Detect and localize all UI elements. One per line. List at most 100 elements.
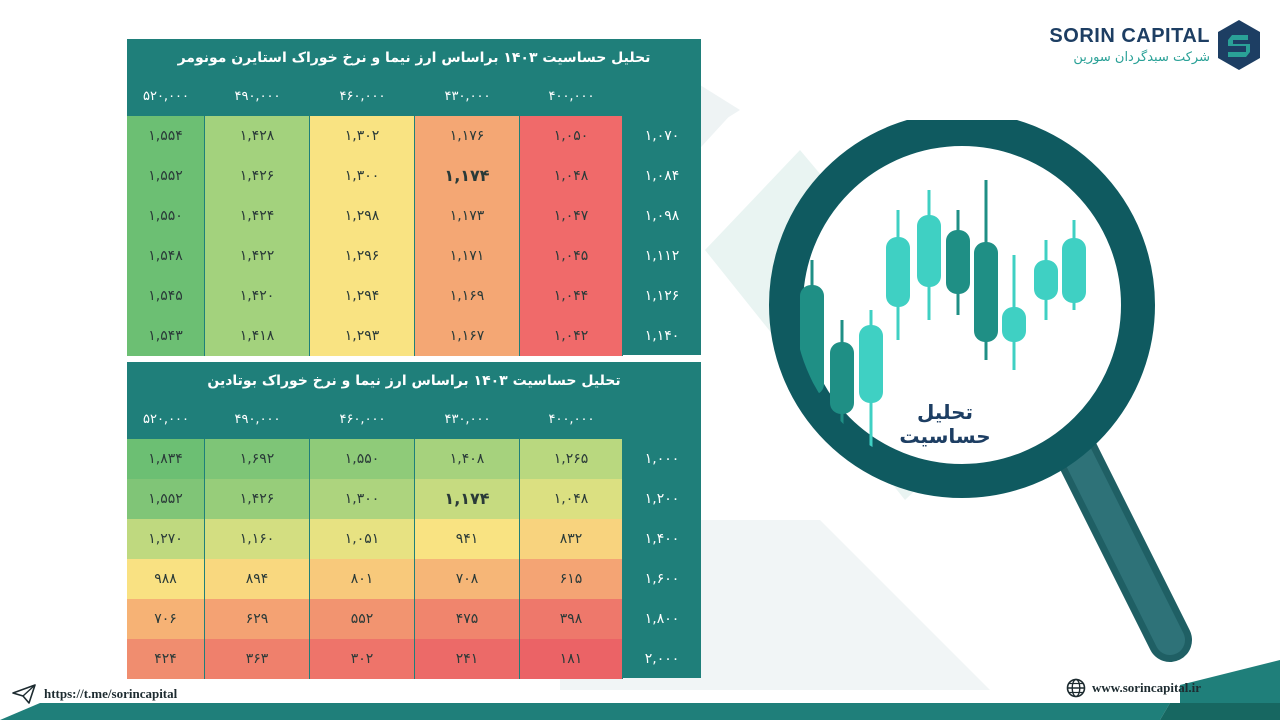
row-label: ۱,۰۰۰ — [623, 439, 701, 478]
table-cell: ۱,۴۱۸ — [205, 316, 310, 356]
row-label: ۲,۰۰۰ — [623, 639, 701, 678]
table-cell: ۱۸۱ — [520, 639, 623, 679]
table-cell: ۱,۱۶۷ — [415, 316, 520, 356]
table-body: ۱,۸۳۴ ۱,۶۹۲ ۱,۵۵۰ ۱,۴۰۸ ۱,۲۶۵ ۱,۰۰۰ ۱,۵۵۲ ۱,۴۲۶… — [127, 438, 701, 679]
table-cell: ۱,۵۵۲ — [127, 156, 205, 196]
table-cell: ۹۴۱ — [415, 519, 520, 559]
table-cell: ۱,۰۴۵ — [520, 236, 623, 276]
magnifier-illustration — [769, 120, 1192, 662]
table-cell: ۶۲۹ — [205, 599, 310, 639]
table-cell: ۷۰۶ — [127, 599, 205, 639]
table-cell: ۴۲۴ — [127, 639, 205, 679]
table-cell: ۱,۳۰۲ — [310, 116, 415, 156]
sensitivity-table-styrene: تحلیل حساسیت ۱۴۰۳ براساس ارز نیما و نرخ … — [127, 39, 701, 356]
logo-mark-icon — [1218, 20, 1260, 70]
column-header: ۴۳۰,۰۰۰ — [444, 411, 491, 427]
telegram-icon — [12, 684, 36, 704]
table-cell: ۱,۲۹۶ — [310, 236, 415, 276]
row-label: ۱,۴۰۰ — [623, 519, 701, 558]
brand-logo: SORIN CAPITAL شرکت سبدگردان سورین — [1049, 18, 1262, 72]
table-cell: ۸۹۴ — [205, 559, 310, 599]
magnifier-label: تحلیل حساسیت — [899, 400, 991, 448]
table-cell: ۱,۰۴۴ — [520, 276, 623, 316]
table-row: ۱,۵۴۳ ۱,۴۱۸ ۱,۲۹۳ ۱,۱۶۷ ۱,۰۴۲ ۱,۱۴۰ — [127, 315, 701, 356]
brand-subtitle: شرکت سبدگردان سورین — [1073, 50, 1210, 65]
brand-name: SORIN CAPITAL — [1049, 25, 1210, 47]
table-row: ۱,۵۵۰ ۱,۴۲۴ ۱,۲۹۸ ۱,۱۷۳ ۱,۰۴۷ ۱,۰۹۸ — [127, 195, 701, 236]
table-cell: ۱,۴۲۴ — [205, 196, 310, 236]
table-row: ۴۲۴ ۳۶۳ ۳۰۲ ۲۴۱ ۱۸۱ ۲,۰۰۰ — [127, 638, 701, 679]
table-header: ۵۲۰,۰۰۰ ۴۹۰,۰۰۰ ۴۶۰,۰۰۰ ۴۳۰,۰۰۰ ۴۰۰,۰۰۰ — [127, 400, 701, 438]
table-row: ۱,۵۵۴ ۱,۴۲۸ ۱,۳۰۲ ۱,۱۷۶ ۱,۰۵۰ ۱,۰۷۰ — [127, 115, 701, 156]
table-cell: ۱,۴۲۶ — [205, 479, 310, 519]
table-cell: ۱,۲۷۰ — [127, 519, 205, 559]
table-cell: ۱,۴۰۸ — [415, 439, 520, 479]
table-cell: ۳۶۳ — [205, 639, 310, 679]
table-cell: ۱,۰۴۸ — [520, 479, 623, 519]
column-header: ۴۹۰,۰۰۰ — [234, 88, 281, 104]
website-link[interactable]: www.sorincapital.ir — [1066, 678, 1201, 698]
table-cell: ۱,۵۵۰ — [310, 439, 415, 479]
table-cell: ۱,۱۷۴ — [415, 156, 520, 196]
table-cell: ۱,۵۵۴ — [127, 116, 205, 156]
table-header: ۵۲۰,۰۰۰ ۴۹۰,۰۰۰ ۴۶۰,۰۰۰ ۴۳۰,۰۰۰ ۴۰۰,۰۰۰ — [127, 77, 701, 115]
row-label: ۱,۶۰۰ — [623, 559, 701, 598]
telegram-link[interactable]: https://t.me/sorincapital — [12, 684, 177, 704]
table-cell: ۱,۰۵۰ — [520, 116, 623, 156]
table-title: تحلیل حساسیت ۱۴۰۳ براساس ارز نیما و نرخ … — [207, 373, 621, 389]
table-row: ۱,۵۵۲ ۱,۴۲۶ ۱,۳۰۰ ۱,۱۷۴ ۱,۰۴۸ ۱,۰۸۴ — [127, 155, 701, 196]
website-url: www.sorincapital.ir — [1092, 680, 1202, 695]
table-cell: ۱,۰۴۸ — [520, 156, 623, 196]
table-cell: ۲۴۱ — [415, 639, 520, 679]
column-header: ۴۰۰,۰۰۰ — [548, 411, 595, 427]
table-cell: ۱,۵۴۳ — [127, 316, 205, 356]
row-label: ۱,۸۰۰ — [623, 599, 701, 638]
globe-icon — [1066, 678, 1086, 698]
column-header: ۵۲۰,۰۰۰ — [142, 88, 190, 104]
table-cell: ۸۰۱ — [310, 559, 415, 599]
table-cell: ۱,۱۷۴ — [415, 479, 520, 519]
telegram-url: https://t.me/sorincapital — [44, 686, 178, 701]
table-cell: ۱,۰۵۱ — [310, 519, 415, 559]
table-cell: ۴۷۵ — [415, 599, 520, 639]
column-header: ۵۲۰,۰۰۰ — [142, 411, 190, 427]
table-cell: ۱,۲۹۳ — [310, 316, 415, 356]
table-title: تحلیل حساسیت ۱۴۰۳ براساس ارز نیما و نرخ … — [177, 50, 651, 66]
column-header: ۴۰۰,۰۰۰ — [548, 88, 595, 104]
table-cell: ۱,۴۲۰ — [205, 276, 310, 316]
table-cell: ۱,۱۷۱ — [415, 236, 520, 276]
table-cell: ۱,۶۹۲ — [205, 439, 310, 479]
table-row: ۹۸۸ ۸۹۴ ۸۰۱ ۷۰۸ ۶۱۵ ۱,۶۰۰ — [127, 558, 701, 599]
table-row: ۱,۵۴۵ ۱,۴۲۰ ۱,۲۹۴ ۱,۱۶۹ ۱,۰۴۴ ۱,۱۲۶ — [127, 275, 701, 316]
table-body: ۱,۵۵۴ ۱,۴۲۸ ۱,۳۰۲ ۱,۱۷۶ ۱,۰۵۰ ۱,۰۷۰ ۱,۵۵۲ ۱,۴۲۶… — [127, 115, 701, 356]
table-cell: ۱,۴۲۲ — [205, 236, 310, 276]
row-label: ۱,۰۸۴ — [623, 156, 701, 195]
column-header: ۴۳۰,۰۰۰ — [444, 88, 491, 104]
table-cell: ۷۰۸ — [415, 559, 520, 599]
table-cell: ۳۰۲ — [310, 639, 415, 679]
table-cell: ۱,۰۴۷ — [520, 196, 623, 236]
table-row: ۱,۵۵۲ ۱,۴۲۶ ۱,۳۰۰ ۱,۱۷۴ ۱,۰۴۸ ۱,۲۰۰ — [127, 478, 701, 519]
table-cell: ۱,۱۶۹ — [415, 276, 520, 316]
table-cell: ۱,۵۵۲ — [127, 479, 205, 519]
table-cell: ۱,۲۶۵ — [520, 439, 623, 479]
table-row: ۷۰۶ ۶۲۹ ۵۵۲ ۴۷۵ ۳۹۸ ۱,۸۰۰ — [127, 598, 701, 639]
column-header: ۴۹۰,۰۰۰ — [234, 411, 281, 427]
column-header: ۴۶۰,۰۰۰ — [339, 88, 386, 104]
row-label: ۱,۰۹۸ — [623, 196, 701, 235]
table-cell: ۱,۰۴۲ — [520, 316, 623, 356]
row-label: ۱,۱۴۰ — [623, 316, 701, 355]
table-cell: ۱,۲۹۸ — [310, 196, 415, 236]
table-cell: ۱,۱۷۶ — [415, 116, 520, 156]
table-cell: ۶۱۵ — [520, 559, 623, 599]
table-cell: ۱,۲۹۴ — [310, 276, 415, 316]
row-label: ۱,۱۱۲ — [623, 236, 701, 275]
table-cell: ۱,۸۳۴ — [127, 439, 205, 479]
table-cell: ۱,۱۷۳ — [415, 196, 520, 236]
bottom-bar — [0, 703, 1280, 720]
table-row: ۱,۵۴۸ ۱,۴۲۲ ۱,۲۹۶ ۱,۱۷۱ ۱,۰۴۵ ۱,۱۱۲ — [127, 235, 701, 276]
table-row: ۱,۲۷۰ ۱,۱۶۰ ۱,۰۵۱ ۹۴۱ ۸۳۲ ۱,۴۰۰ — [127, 518, 701, 559]
table-cell: ۱,۵۴۵ — [127, 276, 205, 316]
table-cell: ۱,۳۰۰ — [310, 479, 415, 519]
table-cell: ۱,۵۴۸ — [127, 236, 205, 276]
